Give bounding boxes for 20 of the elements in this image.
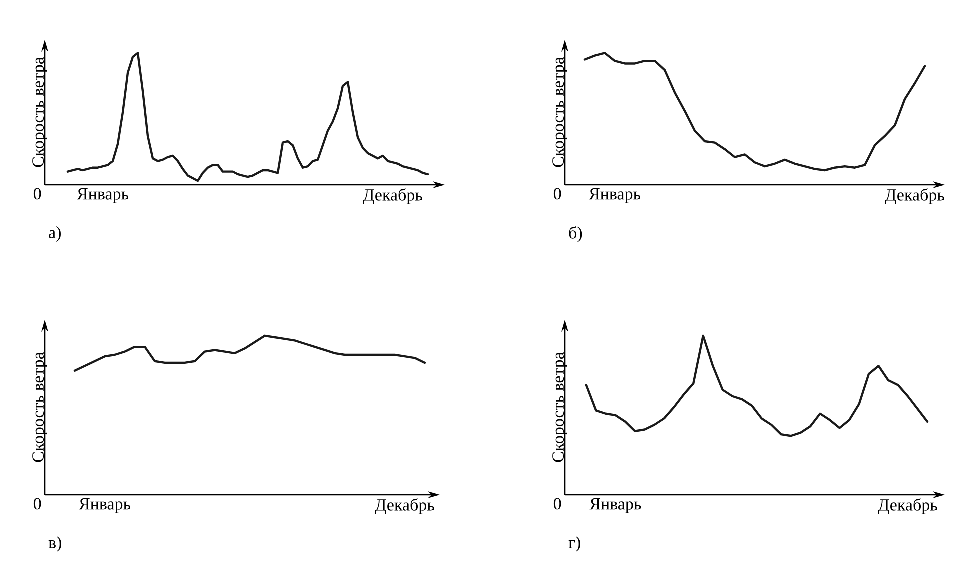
x-tick-label: Январь [79,498,131,514]
y-axis-title: Скорость ветра [552,57,568,168]
text: г) [568,536,580,552]
text: б) [569,226,582,242]
x-tick-label: Январь [77,188,129,204]
text: 0 [554,188,562,200]
x-tick-label: Декабрь [878,498,938,514]
y-axis-title: Скорость ветра [32,57,48,168]
text: 0 [554,498,562,510]
x-tick-label: Январь [590,498,642,514]
text: а) [49,226,61,242]
x-tick-label: Декабрь [363,188,422,204]
y-axis-title: Скорость ветра [32,352,48,462]
y-axis-title: Скорость ветра [552,352,568,462]
x-tick-label: Декабрь [375,498,434,514]
text: 0 [34,188,42,200]
text: в) [48,536,62,552]
x-tick-label: Декабрь [885,188,944,204]
text: 0 [34,498,42,510]
x-tick-label: Январь [589,188,641,204]
